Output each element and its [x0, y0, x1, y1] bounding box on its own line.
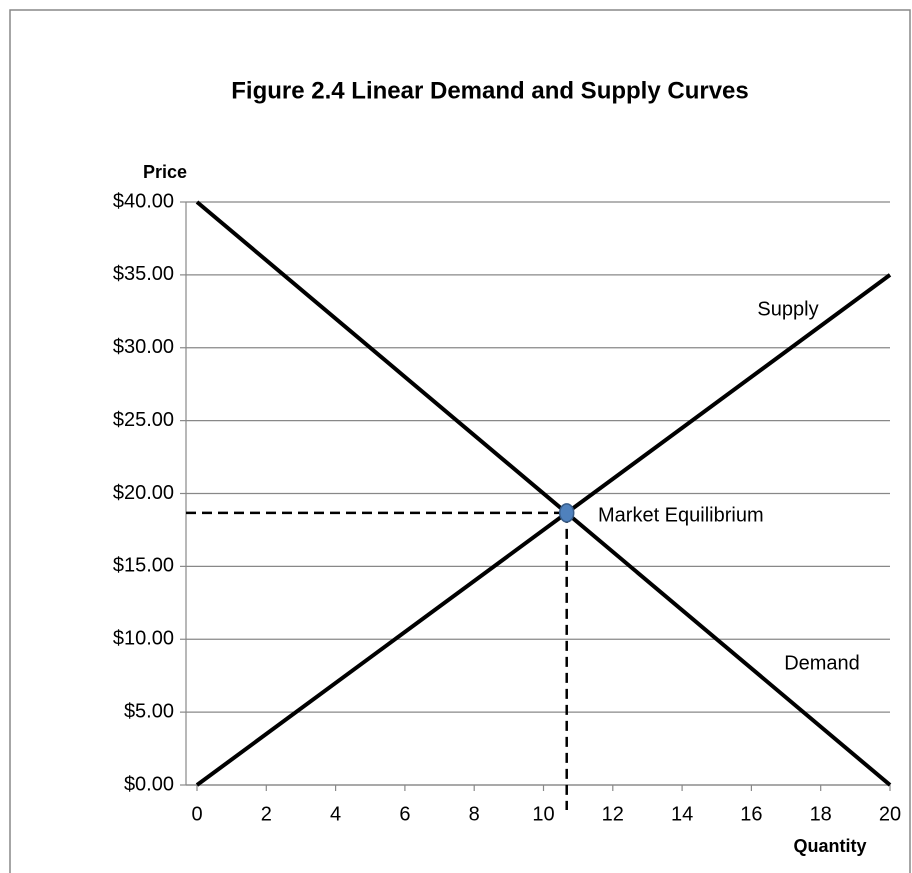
x-tick-label: 0: [191, 803, 202, 825]
x-tick-label: 2: [261, 803, 272, 825]
x-tick-label: 4: [330, 803, 341, 825]
x-axis-label: Quantity: [793, 836, 866, 856]
y-tick-label: $30.00: [113, 336, 174, 358]
equilibrium-label: Market Equilibrium: [598, 504, 764, 526]
equilibrium-point: [558, 503, 575, 523]
y-tick-label: $10.00: [113, 628, 174, 650]
x-tick-label: 20: [879, 803, 901, 825]
y-tick-label: $35.00: [113, 263, 174, 285]
y-tick-label: $20.00: [113, 482, 174, 504]
x-tick-label: 18: [810, 803, 832, 825]
series-label: Demand: [784, 652, 860, 674]
series-line: [195, 200, 892, 787]
x-tick-label: 10: [532, 803, 554, 825]
x-tick-label: 8: [469, 803, 480, 825]
y-tick-label: $15.00: [113, 555, 174, 577]
series-line: [195, 273, 892, 787]
y-tick-label: $40.00: [113, 190, 174, 212]
y-tick-label: $25.00: [113, 409, 174, 431]
y-axis-label: Price: [143, 162, 187, 182]
y-tick-label: $0.00: [124, 773, 174, 795]
x-tick-label: 16: [740, 803, 762, 825]
x-tick-label: 12: [602, 803, 624, 825]
chart-title: Figure 2.4 Linear Demand and Supply Curv…: [231, 77, 748, 104]
chart-frame: [9, 9, 911, 873]
series-label: Supply: [757, 298, 818, 320]
x-tick-label: 14: [671, 803, 693, 825]
x-tick-label: 6: [399, 803, 410, 825]
y-tick-label: $5.00: [124, 700, 174, 722]
